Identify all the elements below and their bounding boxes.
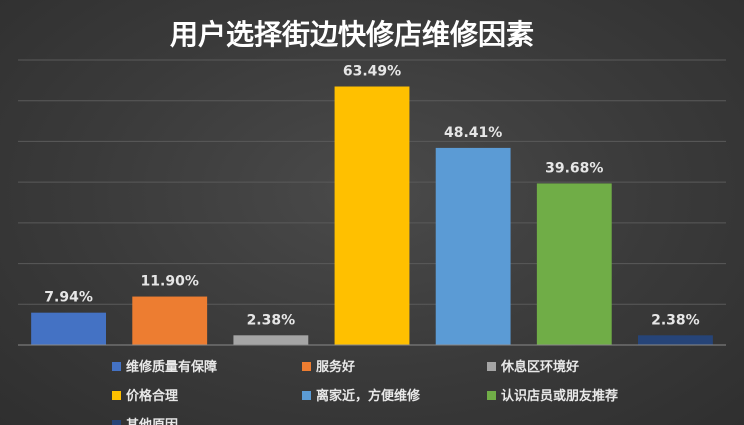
bar-6 (638, 335, 713, 345)
bars (31, 86, 713, 345)
legend-label-0: 维修质量有保障 (126, 359, 217, 375)
bar-3 (334, 86, 410, 345)
bar-1 (132, 296, 208, 345)
data-labels: 7.94% 11.90% 2.38% 63.49% 48.41% 39.68% 2.38% (44, 64, 699, 329)
data-label-4: 48.41% (444, 125, 502, 141)
legend-label-3: 价格合理 (126, 388, 178, 404)
legend-swatch-1 (302, 362, 311, 371)
data-label-3: 63.49% (343, 64, 401, 80)
bar-0 (31, 312, 106, 345)
legend-label-4: 离家近，方便维修 (316, 388, 421, 404)
legend-label-5: 认识店员或朋友推荐 (501, 388, 618, 404)
bar-5 (536, 183, 612, 345)
legend-swatch-4 (302, 391, 311, 400)
legend-swatch-5 (487, 391, 496, 400)
data-label-2: 2.38% (247, 312, 296, 328)
legend-label-1: 服务好 (316, 359, 355, 375)
legend-swatch-6 (112, 420, 121, 425)
legend-swatch-0 (112, 362, 121, 371)
bar-2 (233, 335, 309, 345)
legend-label-2: 休息区环境好 (500, 359, 579, 375)
legend-swatch-3 (112, 391, 121, 400)
bar-4 (435, 147, 511, 345)
data-label-6: 2.38% (651, 312, 700, 328)
legend-swatch-2 (487, 362, 496, 371)
data-label-1: 11.90% (141, 274, 199, 290)
data-label-0: 7.94% (44, 290, 93, 306)
legend-label-6: 其他原因 (126, 417, 178, 425)
chart-title: 用户选择街边快修店维修因素 (170, 18, 534, 51)
data-label-5: 39.68% (545, 160, 603, 176)
